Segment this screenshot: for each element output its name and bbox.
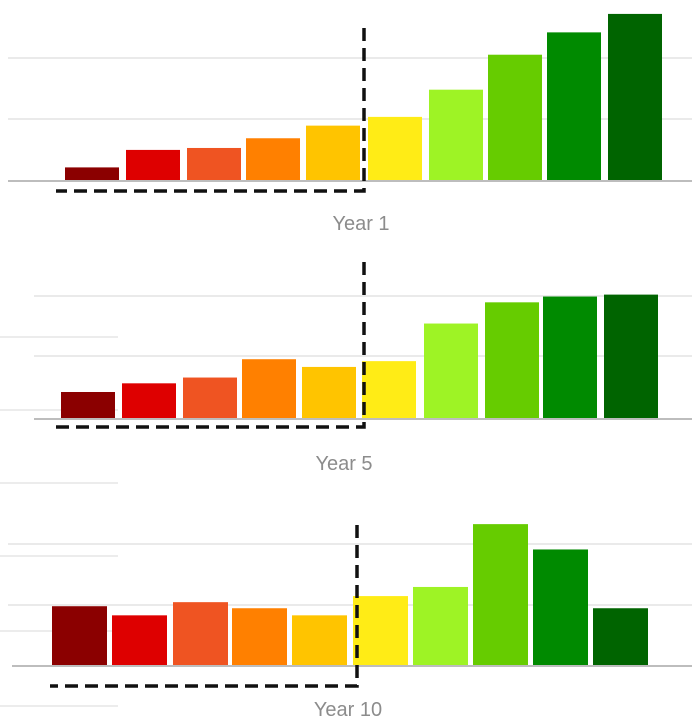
bar-4 <box>242 359 296 419</box>
bar-3 <box>187 147 241 181</box>
bar-7 <box>429 89 483 181</box>
bar-8 <box>488 54 542 181</box>
bar-8 <box>473 524 528 666</box>
chart-caption: Year 5 <box>315 453 372 475</box>
bar-7 <box>413 586 468 666</box>
bar-8 <box>485 302 539 419</box>
bar-9 <box>547 32 601 181</box>
bar-1 <box>65 167 119 181</box>
bar-2 <box>126 149 180 181</box>
bar-1 <box>61 392 115 419</box>
bar-7 <box>424 323 478 419</box>
bar-9 <box>533 549 588 666</box>
bar-1 <box>52 606 107 666</box>
bar-5 <box>292 615 347 666</box>
chart-panel-2: Year 5 <box>0 262 692 475</box>
bar-3 <box>183 377 237 419</box>
bar-10 <box>604 294 658 419</box>
chart-panel-1: Year 1 <box>8 13 692 235</box>
bar-4 <box>246 138 300 181</box>
chart-caption: Year 1 <box>332 213 389 235</box>
dashed-partition-line <box>56 262 366 429</box>
bar-2 <box>122 383 176 419</box>
bar-4 <box>232 608 287 666</box>
bar-3 <box>173 602 228 666</box>
dashed-partition-line <box>50 525 359 688</box>
bar-2 <box>112 615 167 666</box>
dashed-partition-line <box>56 28 366 193</box>
bar-5 <box>302 366 356 419</box>
bar-6 <box>362 361 416 419</box>
chart-panel-3: Year 10 <box>0 482 692 721</box>
chart-caption: Year 10 <box>314 699 382 721</box>
bar-10 <box>608 13 662 181</box>
bar-10 <box>593 608 648 666</box>
bar-6 <box>353 596 408 666</box>
bar-6 <box>368 116 422 181</box>
bar-9 <box>543 296 597 419</box>
bar-5 <box>306 125 360 181</box>
